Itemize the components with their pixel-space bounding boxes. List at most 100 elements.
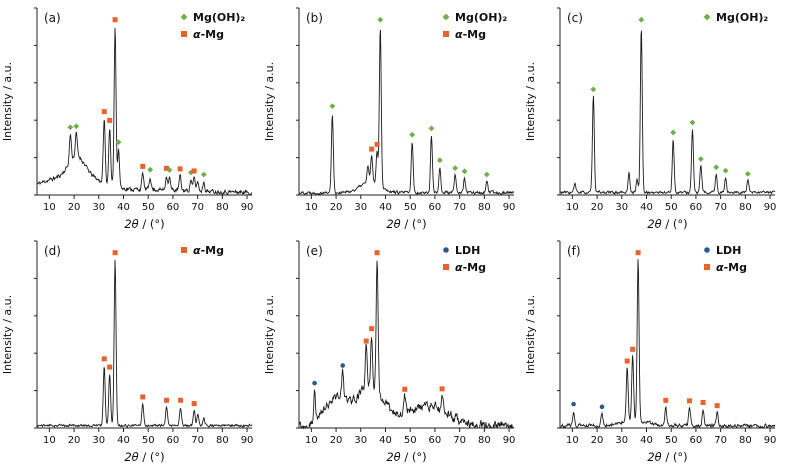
square-marker (163, 165, 169, 171)
legend-label: α-Mg (193, 28, 224, 41)
x-tick-label: 30 (616, 202, 629, 213)
diamond-marker (436, 157, 443, 164)
x-tick-label: 90 (764, 435, 777, 446)
xrd-trace (298, 260, 515, 430)
x-tick-label: 10 (566, 435, 579, 446)
diamond-marker (723, 167, 729, 174)
x-tick-label: 40 (640, 202, 653, 213)
y-axis-label: Intensity / a.u. (524, 295, 537, 374)
legend-label: α-Mg (455, 261, 486, 274)
square-marker (368, 326, 374, 332)
x-tick-label: 90 (241, 435, 254, 446)
diamond-marker (689, 119, 696, 126)
square-marker (374, 141, 380, 147)
x-axis-label: 2θ / (°) (124, 217, 164, 231)
x-tick-label: 10 (43, 435, 56, 446)
diamond-marker (73, 123, 80, 130)
axes (36, 241, 252, 429)
x-tick-label: 60 (167, 435, 180, 446)
square-marker (704, 264, 711, 270)
xrd-trace (36, 27, 253, 196)
x-axis-label: 2θ / (°) (386, 217, 426, 231)
panel-label: (a) (44, 11, 61, 25)
legend: α-Mg (181, 244, 224, 257)
x-tick-label: 40 (117, 435, 130, 446)
y-ticks (34, 7, 37, 196)
diamond-marker (147, 166, 154, 173)
x-tick-label: 50 (142, 202, 155, 213)
x-axis-label: 2θ / (°) (648, 217, 688, 231)
x-tick-label: 80 (478, 435, 491, 446)
x-tick-label: 80 (739, 435, 752, 446)
x-axis-label: 2θ / (°) (648, 450, 688, 464)
x-tick-label: 60 (428, 202, 441, 213)
diamond-marker (451, 165, 458, 172)
x-tick-label: 80 (739, 202, 752, 213)
diamond-marker (461, 168, 468, 175)
x-tick-label: 30 (354, 435, 367, 446)
circle-marker (571, 401, 577, 407)
diamond-marker (698, 156, 705, 162)
x-tick-label: 70 (715, 435, 728, 446)
x-tick-label: 30 (92, 435, 105, 446)
square-marker (112, 250, 118, 256)
x-tick-label: 50 (665, 435, 678, 446)
xrd-panel-f: 10 20 30 40 50 60 70 80 90 2θ / (°) Intensity / a.… (523, 233, 784, 466)
xrd-panel-d: 10 20 30 40 50 60 70 80 90 2θ / (°) Intensity / a.… (0, 233, 261, 466)
x-tick-label: 80 (216, 435, 229, 446)
x-tick-label: 40 (379, 202, 392, 213)
y-ticks (557, 240, 561, 429)
peak-markers (590, 16, 752, 177)
diamond-marker (745, 171, 752, 177)
x-tick-label: 20 (329, 202, 342, 213)
legend-label: α-Mg (455, 28, 486, 41)
diamond-marker (188, 169, 194, 176)
square-marker (700, 399, 706, 405)
peak-markers (67, 17, 207, 178)
square-marker (101, 356, 107, 362)
legend-label: LDH (455, 244, 480, 257)
square-marker (107, 364, 113, 370)
circle-marker (600, 404, 605, 410)
x-tick-label: 80 (216, 202, 229, 213)
y-ticks (557, 7, 561, 196)
xrd-trace (559, 259, 776, 429)
x-tick-label: 40 (117, 202, 130, 213)
x-ticks: 10 20 30 40 50 60 70 80 90 (305, 195, 515, 213)
x-ticks: 10 20 30 40 50 60 70 80 90 (566, 195, 777, 213)
square-marker (178, 397, 184, 403)
square-marker (663, 397, 669, 403)
diamond-marker (180, 13, 188, 21)
x-tick-label: 70 (453, 202, 466, 213)
square-marker (140, 394, 146, 400)
x-tick-label: 30 (92, 202, 105, 213)
x-tick-label: 70 (191, 202, 204, 213)
square-marker (181, 31, 187, 37)
square-marker (439, 386, 445, 392)
x-tick-label: 20 (591, 435, 604, 446)
x-tick-label: 10 (566, 202, 579, 213)
xrd-plot: 10 20 30 40 50 60 70 80 90 2θ / (°) Intensity / a.… (524, 240, 777, 464)
diamond-marker (200, 171, 207, 178)
square-marker (687, 398, 693, 404)
panel-label: (b) (306, 11, 323, 25)
y-axis-label: Intensity / a.u. (1, 62, 14, 141)
legend-label: α-Mg (193, 244, 224, 257)
x-ticks: 10 20 30 40 50 60 70 80 90 (305, 428, 515, 446)
x-tick-label: 90 (502, 435, 515, 446)
xrd-panel-a: 10 20 30 40 50 60 70 80 90 2θ / (°) Intensity / a.… (0, 0, 261, 233)
x-tick-label: 40 (640, 435, 653, 446)
x-axis-label: 2θ / (°) (124, 450, 164, 464)
peak-markers (101, 250, 197, 407)
square-marker (177, 166, 183, 172)
y-ticks (295, 7, 299, 196)
x-tick-label: 50 (403, 202, 416, 213)
x-ticks: 10 20 30 40 50 60 70 80 90 (43, 195, 253, 213)
diamond-marker (483, 171, 490, 178)
square-marker (191, 168, 197, 174)
peak-markers (329, 16, 490, 178)
xrd-trace (36, 260, 253, 428)
x-tick-label: 60 (167, 202, 180, 213)
y-axis-label: Intensity / a.u. (263, 62, 276, 141)
